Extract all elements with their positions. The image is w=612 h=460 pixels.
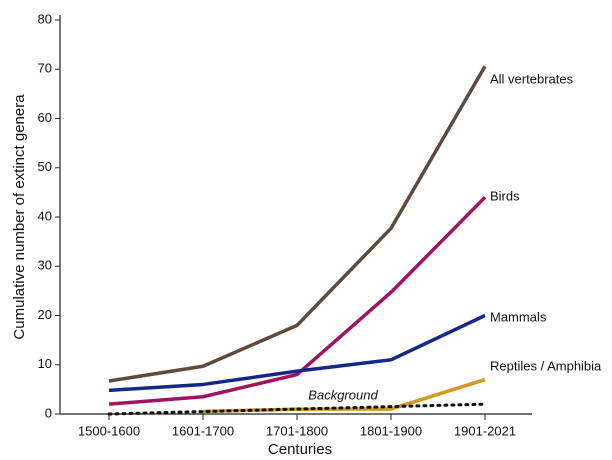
y-tick-label: 10 [38, 356, 52, 371]
y-tick-label: 60 [38, 110, 52, 125]
x-tick-label: 1901-2021 [454, 423, 516, 438]
x-tick-label: 1801-1900 [360, 423, 422, 438]
series-line [108, 196, 487, 406]
y-tick-label: 80 [38, 11, 52, 26]
y-tick-label: 70 [38, 61, 52, 76]
series-line [107, 402, 487, 416]
x-axis-label: Centuries [268, 441, 332, 458]
y-tick-label: 50 [38, 159, 52, 174]
series-line [108, 65, 487, 383]
series-line [108, 313, 486, 393]
x-tick-label: 1701-1800 [266, 423, 328, 438]
series-label: All vertebrates [490, 71, 574, 86]
series-label: Birds [490, 188, 520, 203]
y-axis-label: Cumulative number of extinct genera [11, 94, 28, 340]
y-tick-label: 0 [45, 405, 52, 420]
y-tick-label: 20 [38, 307, 52, 322]
x-tick-label: 1601-1700 [172, 423, 234, 438]
x-tick-label: 1500-1600 [78, 423, 140, 438]
series-label: Mammals [490, 309, 547, 324]
series-label: Reptiles / Amphibia [490, 358, 602, 373]
y-tick-label: 30 [38, 258, 52, 273]
y-tick-label: 40 [38, 208, 52, 223]
series-label: Background [308, 387, 378, 402]
